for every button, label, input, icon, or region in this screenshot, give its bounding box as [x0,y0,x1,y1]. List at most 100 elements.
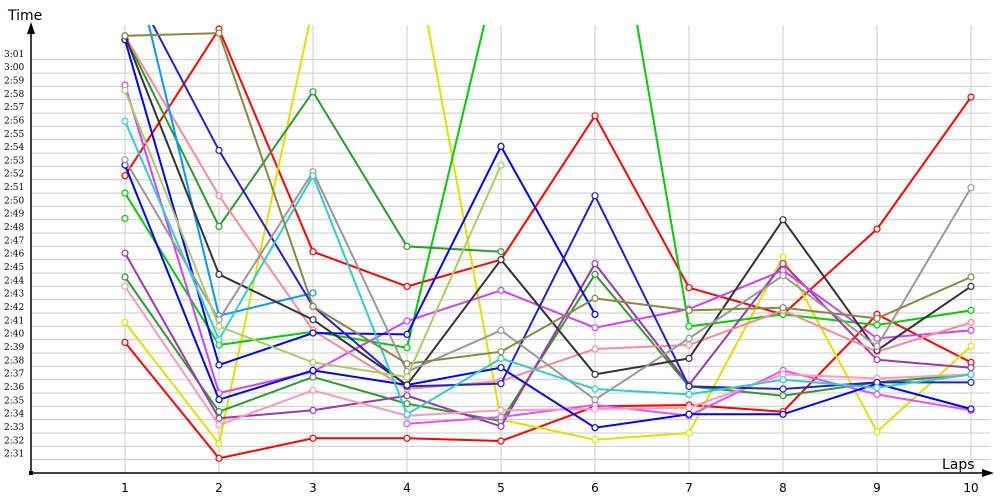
data-point [591,345,599,353]
data-point [967,318,975,326]
series-16 [151,25,975,393]
y-tick-label: 2:51 [4,183,24,193]
data-point [685,341,693,349]
data-point [685,284,693,292]
y-tick-label: 2:47 [4,236,24,246]
y-tick-label: 2:39 [4,343,24,353]
series-line [124,313,972,460]
data-point [591,396,599,404]
data-point [497,348,505,356]
data-point [591,112,599,120]
data-point [121,273,129,281]
data-point [967,378,975,386]
series-line [124,164,972,429]
y-tick-label: 2:59 [4,76,24,86]
data-point [967,184,975,192]
data-point [309,366,317,374]
data-point [215,270,223,278]
data-point [685,404,693,412]
y-tick-label: 2:37 [4,370,24,380]
data-point [403,242,411,250]
y-tick-labels: 2:31 2:32 2:33 2:34 2:35 2:36 2:37 2:38 2:39 2:40… [4,50,24,460]
data-point [310,3,316,9]
series-line [124,159,972,401]
data-point [873,356,881,364]
x-tick-label: 10 [963,481,978,495]
data-point [873,334,881,342]
data-point [873,428,881,436]
data-point [497,364,505,372]
data-point [591,424,599,432]
data-point [685,322,693,330]
data-point [497,354,505,362]
data-point [779,216,787,224]
y-tick-label: 2:48 [4,223,24,233]
data-point [309,172,317,180]
data-point [967,306,975,314]
y-tick-label: 2:57 [4,103,24,113]
y-tick-label: 2:36 [4,383,24,393]
series-18 [121,156,975,404]
x-axis-label: Laps [942,457,975,473]
y-tick-label: 3:00 [4,63,24,73]
data-point [121,117,129,125]
data-point [591,385,599,393]
x-tick-label: 7 [685,481,693,495]
data-point [309,406,317,414]
data-point [967,364,975,372]
data-point [121,338,129,346]
series-line [124,32,972,365]
data-point [121,156,129,164]
series-line [124,26,972,316]
data-point [403,392,411,400]
data-point [779,260,787,268]
y-tick-label: 2:53 [4,156,24,166]
data-point [121,86,129,95]
data-point [873,321,881,329]
data-point [309,302,317,310]
y-tick-label: 2:54 [4,143,24,153]
series-line [124,120,972,416]
data-point [779,304,787,312]
data-point [309,358,317,366]
series-line [124,84,972,395]
data-point [403,410,411,418]
data-point [215,322,223,330]
y-tick-label: 2:35 [4,396,24,406]
x-tick-label: 1 [121,481,129,495]
data-point [685,306,693,314]
y-tick-label: 2:40 [4,330,24,340]
data-point [215,222,223,230]
y-tick-label: 2:33 [4,423,24,433]
series-line [124,39,596,367]
series-line [151,25,971,391]
data-point [309,386,317,394]
data-point [685,429,693,437]
data-point [967,273,975,281]
y-tick-label: 2:44 [4,276,24,286]
data-point [215,29,223,37]
y-tick-label: 2:34 [4,410,24,420]
data-point [873,314,881,322]
data-point [497,326,505,334]
series-line [124,25,972,447]
data-point [967,342,975,350]
data-point [215,146,223,154]
data-point [967,282,975,290]
x-tick-label: 4 [403,481,411,495]
data-point [215,361,223,369]
data-point [309,434,317,442]
data-point [591,294,599,302]
x-tick-label: 6 [591,481,599,495]
series-line [124,285,972,427]
data-point [779,410,787,418]
x-axis-arrow-icon [982,469,994,477]
y-tick-label: 2:42 [4,303,24,313]
y-tick-label: 2:56 [4,116,24,126]
x-tick-label: 3 [309,481,317,495]
data-point [497,161,505,169]
series-19 [121,117,975,418]
data-point [591,260,599,268]
data-point [779,385,787,393]
data-point [873,390,881,398]
